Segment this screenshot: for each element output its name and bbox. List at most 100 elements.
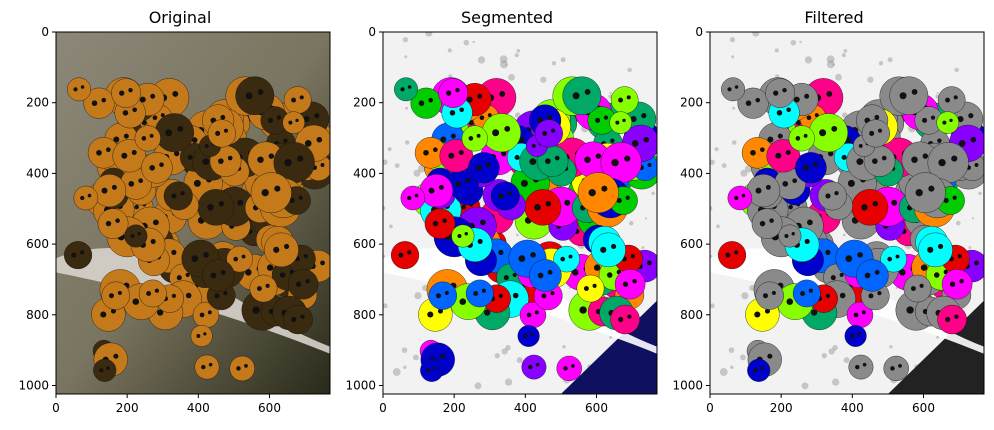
filtered-beetle — [903, 274, 932, 303]
original-beetle-spot — [273, 246, 280, 253]
original-axes-frame — [55, 31, 331, 395]
filtered-beetle-spot — [877, 128, 883, 133]
segmented-beetle-spot — [398, 252, 404, 258]
original-beetle-spot — [291, 316, 297, 323]
original-beetle-spot — [223, 128, 229, 133]
filtered-beetle-spot — [786, 107, 791, 113]
filtered-image — [710, 32, 984, 394]
segmented-beetle-spot — [554, 155, 560, 161]
filtered-beetle-spot — [767, 353, 773, 359]
original-beetle-spot — [101, 97, 107, 103]
segmented-beetle-spot — [603, 115, 609, 120]
original-beetle — [283, 86, 312, 114]
segmented-beetle-spot — [457, 233, 462, 239]
segmented-beetle — [451, 224, 475, 248]
filtered-beetle-spot — [887, 256, 893, 262]
filtered-beetle-spot — [786, 298, 794, 305]
filtered-beetle — [747, 358, 771, 382]
segmented-x-tick-label: 0 — [379, 401, 387, 415]
original-y-tick-label: 1000 — [18, 379, 49, 393]
original-beetle-spot — [132, 107, 137, 113]
original-beetle-spot — [139, 96, 146, 103]
filtered-beetle — [792, 279, 821, 308]
filtered-beetle-spot — [895, 254, 900, 259]
original-beetle — [97, 208, 129, 239]
filtered-beetle-spot — [775, 152, 782, 159]
segmented-beetle — [490, 181, 520, 211]
segmented-beetle-spot — [545, 201, 552, 207]
segmented-beetle-spot — [498, 193, 504, 199]
original-beetle-spot — [283, 138, 288, 143]
original-beetle-spot — [149, 133, 154, 138]
original-beetle-spot — [276, 115, 282, 120]
segmented-title: Segmented — [461, 8, 553, 27]
segmented-beetle-spot — [595, 153, 602, 159]
filtered-beetle-spot — [765, 184, 771, 190]
segmented-beetle — [424, 208, 456, 239]
filtered-beetle-spot — [951, 155, 958, 162]
segmented-beetle-spot — [537, 272, 544, 279]
filtered-beetle — [941, 269, 973, 300]
original-beetle-spot — [218, 158, 224, 164]
segmented-beetle-spot — [583, 286, 589, 291]
segmented-beetle-spot — [534, 310, 539, 315]
original-beetle-spot — [220, 114, 226, 120]
original-beetle-spot — [207, 204, 214, 211]
segmented-beetle-spot — [432, 147, 438, 153]
segmented-beetle-spot — [418, 100, 425, 106]
original-beetle-spot — [193, 179, 201, 187]
original-beetle-spot — [137, 232, 141, 236]
segmented-beetle-spot — [476, 133, 481, 138]
original-beetle-spot — [199, 312, 205, 318]
original-beetle-spot — [121, 152, 128, 159]
segmented-beetle-spot — [466, 96, 473, 103]
filtered-beetle-spot — [839, 272, 844, 278]
segmented-beetle-spot — [464, 232, 468, 236]
filtered-beetle-spot — [850, 334, 855, 338]
segmented-beetle-spot — [560, 256, 566, 262]
original-beetle-spot — [106, 366, 110, 370]
original-beetle-spot — [111, 184, 117, 190]
filtered-beetle-spot — [872, 201, 879, 207]
segmented-beetle-spot — [407, 195, 412, 201]
filtered-beetle-spot — [769, 218, 774, 223]
original-beetle-spot — [207, 310, 212, 315]
segmented-beetle-spot — [643, 136, 650, 143]
segmented-beetle-spot — [455, 180, 462, 187]
original-beetle — [194, 354, 220, 380]
original-beetle-spot — [237, 199, 244, 206]
filtered-beetle-spot — [767, 136, 774, 143]
filtered-beetle-spot — [806, 219, 813, 226]
original-beetle — [141, 152, 173, 184]
filtered-beetle-spot — [874, 269, 880, 275]
original-y-tick-label: 800 — [26, 308, 49, 322]
filtered-beetle-spot — [968, 113, 974, 119]
segmented-beetle-spot — [465, 178, 471, 184]
original-beetle-spot — [180, 191, 185, 196]
original-beetle-spot — [108, 293, 115, 299]
segmented-beetle-spot — [498, 249, 504, 255]
original-beetle-spot — [297, 155, 304, 162]
segmented-beetle — [577, 172, 619, 214]
original-beetle-spot — [303, 254, 308, 259]
original-beetle-spot — [101, 187, 108, 194]
segmented-beetle-spot — [437, 308, 444, 314]
filtered-axes-frame — [709, 31, 985, 395]
filtered-beetle-spot — [825, 293, 830, 298]
segmented-beetle-spot — [514, 154, 520, 160]
filtered-beetle-spot — [945, 97, 951, 103]
original-beetle-spot — [283, 243, 290, 250]
original-beetle-spot — [274, 185, 281, 192]
filtered-beetle-spot — [861, 310, 866, 315]
original-title: Original — [148, 8, 212, 27]
original-beetle-spot — [110, 308, 117, 314]
original-beetle-spot — [266, 264, 274, 271]
original-beetle-spot — [150, 238, 156, 244]
original-x-tick-label: 600 — [258, 401, 281, 415]
segmented-beetle-spot — [616, 198, 622, 204]
filtered-beetle-spot — [943, 198, 949, 204]
filtered-beetle-spot — [762, 293, 769, 299]
original-beetle-spot — [141, 136, 147, 141]
original-beetle-spot — [173, 150, 180, 157]
segmented-beetle-spot — [518, 137, 525, 143]
